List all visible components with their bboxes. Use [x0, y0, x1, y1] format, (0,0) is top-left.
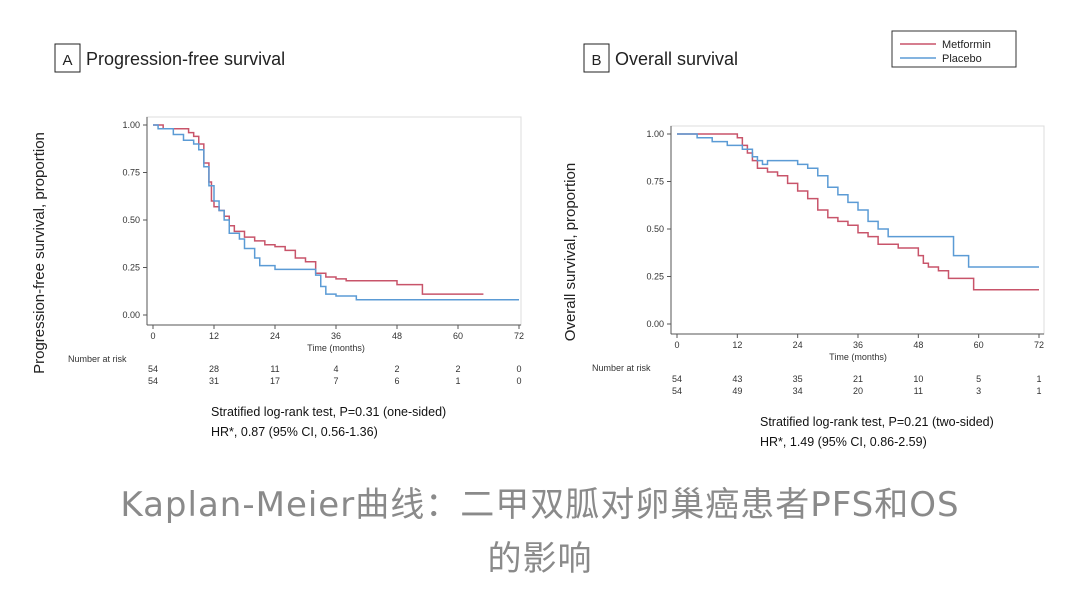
pfs-y-tick-label: 1.00 [122, 120, 140, 130]
os-y-tick-label: 0.75 [646, 177, 664, 187]
pfs-panel-letter-box [54, 43, 81, 73]
os-risk-value: 11 [914, 386, 923, 396]
os-risk-value: 35 [793, 374, 803, 384]
os-panel-letter-box [583, 43, 610, 73]
os-x-tick-label: 0 [674, 340, 679, 350]
os-x-axis-label: Time (months) [829, 352, 887, 362]
pfs-panel-letter: A [62, 52, 72, 69]
os-risk-value: 21 [853, 374, 863, 384]
os-risk-value: 34 [793, 386, 803, 396]
pfs-y-tick-label: 0.00 [122, 310, 140, 320]
os-risk-value: 3 [976, 386, 981, 396]
os-risk-value: 1 [1036, 374, 1041, 384]
pfs-x-tick-label: 12 [209, 331, 219, 341]
pfs-y-tick-label: 0.50 [122, 215, 140, 225]
os-chart-title: Overall survival [615, 49, 738, 69]
pfs-placebo-curve [153, 124, 519, 301]
pfs-x-tick-label: 48 [392, 331, 402, 341]
os-y-tick-label: 1.00 [646, 129, 664, 139]
pfs-metformin-curve [153, 124, 484, 295]
os-risk-value: 1 [1036, 386, 1041, 396]
os-y-tick-label: 0.25 [646, 272, 664, 282]
pfs-y-axis-label: Progression-free survival, proportion [31, 132, 48, 374]
pfs-risk-value: 11 [270, 364, 279, 374]
os-risk-value: 49 [732, 386, 742, 396]
pfs-risk-value: 1 [455, 376, 460, 386]
pfs-risk-value: 54 [148, 376, 158, 386]
pfs-number-at-risk-label: Number at risk [68, 354, 127, 364]
pfs-risk-value: 54 [148, 364, 158, 374]
os-x-tick-label: 72 [1034, 340, 1044, 350]
os-risk-value: 43 [732, 374, 742, 384]
pfs-annotation: HR*, 0.87 (95% CI, 0.56-1.36) [211, 425, 378, 439]
caption-line-2: 的影响 [487, 539, 593, 579]
pfs-y-tick-label: 0.25 [122, 263, 140, 273]
pfs-risk-value: 0 [516, 376, 521, 386]
pfs-annotation: Stratified log-rank test, P=0.31 (one-si… [211, 405, 446, 419]
pfs-x-tick-label: 24 [270, 331, 280, 341]
pfs-risk-value: 6 [394, 376, 399, 386]
pfs-risk-value: 4 [333, 364, 338, 374]
os-x-tick-label: 60 [974, 340, 984, 350]
pfs-risk-value: 2 [455, 364, 460, 374]
os-x-tick-label: 12 [732, 340, 742, 350]
progression-free-survival-chart: A Progression-free survival 0.00 0.25 0.50 0.… [31, 43, 524, 439]
pfs-y-tick-label: 0.75 [122, 168, 140, 178]
pfs-risk-value: 2 [394, 364, 399, 374]
os-metformin-curve [677, 133, 1039, 291]
figure-caption: Kaplan-Meier曲线：二甲双胍对卵巢癌患者PFS和OS 的影响 [0, 478, 1080, 586]
os-placebo-curve [677, 133, 1039, 268]
pfs-risk-value: 17 [270, 376, 280, 386]
pfs-x-tick-label: 36 [331, 331, 341, 341]
os-risk-value: 20 [853, 386, 863, 396]
os-number-at-risk-label: Number at risk [592, 363, 651, 373]
caption-line-1: Kaplan-Meier曲线：二甲双胍对卵巢癌患者PFS和OS [120, 485, 960, 525]
pfs-chart-title: Progression-free survival [86, 49, 285, 69]
pfs-x-tick-label: 60 [453, 331, 463, 341]
pfs-risk-value: 7 [333, 376, 338, 386]
os-panel-letter: B [591, 52, 601, 69]
pfs-risk-value: 0 [516, 364, 521, 374]
os-risk-value: 10 [913, 374, 923, 384]
pfs-x-axis-label: Time (months) [307, 343, 365, 353]
pfs-risk-value: 28 [209, 364, 219, 374]
os-y-tick-label: 0.00 [646, 319, 664, 329]
os-annotation: HR*, 1.49 (95% CI, 0.86-2.59) [760, 435, 927, 449]
os-risk-value: 54 [672, 386, 682, 396]
pfs-x-tick-label: 72 [514, 331, 524, 341]
pfs-risk-value: 31 [209, 376, 219, 386]
os-y-axis-label: Overall survival, proportion [562, 163, 579, 341]
os-x-tick-label: 36 [853, 340, 863, 350]
os-risk-value: 54 [672, 374, 682, 384]
os-risk-value: 5 [976, 374, 981, 384]
os-y-tick-label: 0.50 [646, 224, 664, 234]
os-x-tick-label: 48 [913, 340, 923, 350]
os-x-tick-label: 24 [793, 340, 803, 350]
pfs-x-tick-label: 0 [150, 331, 155, 341]
os-annotation: Stratified log-rank test, P=0.21 (two-si… [760, 415, 994, 429]
